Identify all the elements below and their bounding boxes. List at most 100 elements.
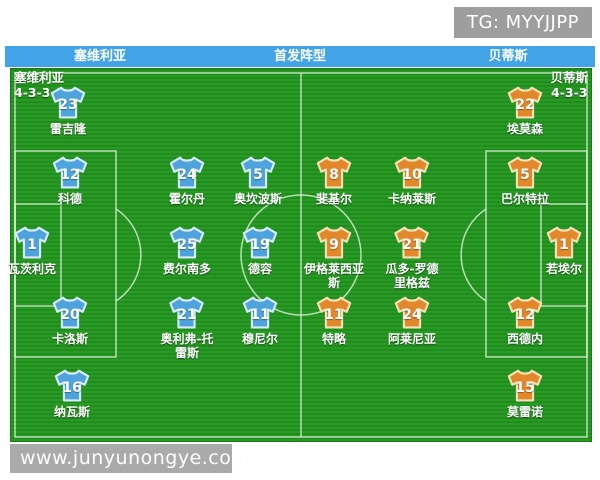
player: 12 西德内	[506, 296, 544, 346]
jersey-icon: 22	[506, 86, 544, 120]
player-number: 12	[60, 167, 80, 183]
jersey-icon: 25	[168, 226, 206, 260]
player: 8 斐基尔	[315, 156, 353, 206]
player-name: 卡纳莱斯	[387, 192, 437, 206]
player-number: 12	[515, 307, 535, 323]
player-number: 24	[402, 307, 422, 323]
player-number: 1	[27, 237, 37, 253]
player: 5 奥坎波斯	[234, 156, 282, 206]
player-number: 16	[62, 380, 82, 396]
player-number: 5	[520, 167, 530, 183]
away-team-name: 贝蒂斯	[550, 70, 588, 85]
player: 20 卡洛斯	[51, 296, 89, 346]
away-team-corner-label: 贝蒂斯 4-3-3	[550, 70, 588, 100]
jersey-icon: 15	[506, 369, 544, 403]
player-number: 1	[559, 237, 569, 253]
player: 1 瓦茨利克	[8, 226, 56, 276]
player-number: 8	[329, 167, 339, 183]
header-title: 首发阵型	[273, 49, 326, 64]
jersey-icon: 9	[315, 226, 353, 260]
home-team-name: 塞维利亚	[14, 70, 65, 85]
player-name: 瓦茨利克	[7, 262, 57, 276]
player: 11 特略	[315, 296, 353, 346]
player: 1 若埃尔	[545, 226, 583, 276]
player: 19 德容	[241, 226, 279, 276]
jersey-icon: 11	[241, 296, 279, 330]
site-watermark: www.junyunongye.com	[10, 444, 250, 473]
player: 24 霍尔丹	[168, 156, 206, 206]
jersey-icon: 10	[393, 156, 431, 190]
player-number: 22	[515, 97, 535, 113]
player-name: 伊格莱西亚 斯	[303, 262, 365, 290]
player-number: 25	[177, 237, 197, 253]
player-name: 阿莱尼亚	[387, 332, 437, 346]
player-number: 5	[253, 167, 263, 183]
jersey-icon: 24	[393, 296, 431, 330]
player-name: 卡洛斯	[51, 332, 88, 346]
player-number: 9	[329, 237, 339, 253]
player: 22 埃莫森	[506, 86, 544, 136]
player-number: 24	[177, 167, 197, 183]
player: 23 雷吉隆	[49, 86, 87, 136]
player-name: 莫雷诺	[506, 405, 543, 419]
player: 10 卡纳莱斯	[388, 156, 436, 206]
header-home-team: 塞维利亚	[73, 49, 126, 64]
home-formation: 4-3-3	[14, 85, 51, 100]
player-name: 科德	[57, 192, 82, 206]
player-name: 斐基尔	[315, 192, 352, 206]
player: 12 科德	[51, 156, 89, 206]
player-name: 瓜多-罗德 里格兹	[385, 262, 439, 290]
away-formation: 4-3-3	[551, 85, 588, 100]
player-name: 雷吉隆	[49, 122, 86, 136]
player-number: 23	[58, 97, 78, 113]
telegram-tag: TG: MYYJJPP	[454, 7, 592, 38]
player: 5 巴尔特拉	[501, 156, 549, 206]
jersey-icon: 23	[49, 86, 87, 120]
jersey-icon: 16	[53, 369, 91, 403]
player-name: 纳瓦斯	[53, 405, 90, 419]
football-pitch	[10, 68, 592, 442]
home-team-corner-label: 塞维利亚 4-3-3	[14, 70, 64, 100]
player: 16 纳瓦斯	[53, 369, 91, 419]
player-number: 21	[402, 237, 422, 253]
player: 24 阿莱尼亚	[388, 296, 436, 346]
player-name: 奥坎波斯	[233, 192, 283, 206]
player-number: 11	[324, 307, 344, 323]
jersey-icon: 5	[506, 156, 544, 190]
jersey-icon: 12	[51, 156, 89, 190]
header-bar: 首发阵型 塞维利亚 贝蒂斯	[5, 46, 595, 67]
jersey-icon: 20	[51, 296, 89, 330]
player: 9 伊格莱西亚 斯	[304, 226, 364, 290]
player: 21 瓜多-罗德 里格兹	[385, 226, 439, 290]
jersey-icon: 12	[506, 296, 544, 330]
jersey-icon: 11	[315, 296, 353, 330]
jersey-icon: 5	[239, 156, 277, 190]
player: 15 莫雷诺	[506, 369, 544, 419]
player: 11 穆尼尔	[241, 296, 279, 346]
player: 25 费尔南多	[163, 226, 211, 276]
jersey-icon: 21	[393, 226, 431, 260]
player-number: 15	[515, 380, 535, 396]
jersey-icon: 1	[13, 226, 51, 260]
player-name: 巴尔特拉	[500, 192, 550, 206]
player-name: 埃莫森	[506, 122, 543, 136]
player-name: 若埃尔	[545, 262, 582, 276]
jersey-icon: 1	[545, 226, 583, 260]
jersey-icon: 19	[241, 226, 279, 260]
header-away-team: 贝蒂斯	[488, 49, 528, 64]
player-name: 德容	[247, 262, 272, 276]
player-name: 霍尔丹	[168, 192, 205, 206]
pitch-markings	[14, 72, 588, 438]
player-name: 西德内	[506, 332, 543, 346]
player-name: 穆尼尔	[241, 332, 278, 346]
jersey-icon: 24	[168, 156, 206, 190]
player-number: 19	[250, 237, 270, 253]
jersey-icon: 8	[315, 156, 353, 190]
jersey-icon: 21	[168, 296, 206, 330]
player-number: 11	[250, 307, 270, 323]
player-number: 21	[177, 307, 197, 323]
player-number: 20	[60, 307, 80, 323]
player-name: 特略	[321, 332, 346, 346]
player: 21 奥利弗-托 雷斯	[161, 296, 213, 360]
player-number: 10	[402, 167, 422, 183]
